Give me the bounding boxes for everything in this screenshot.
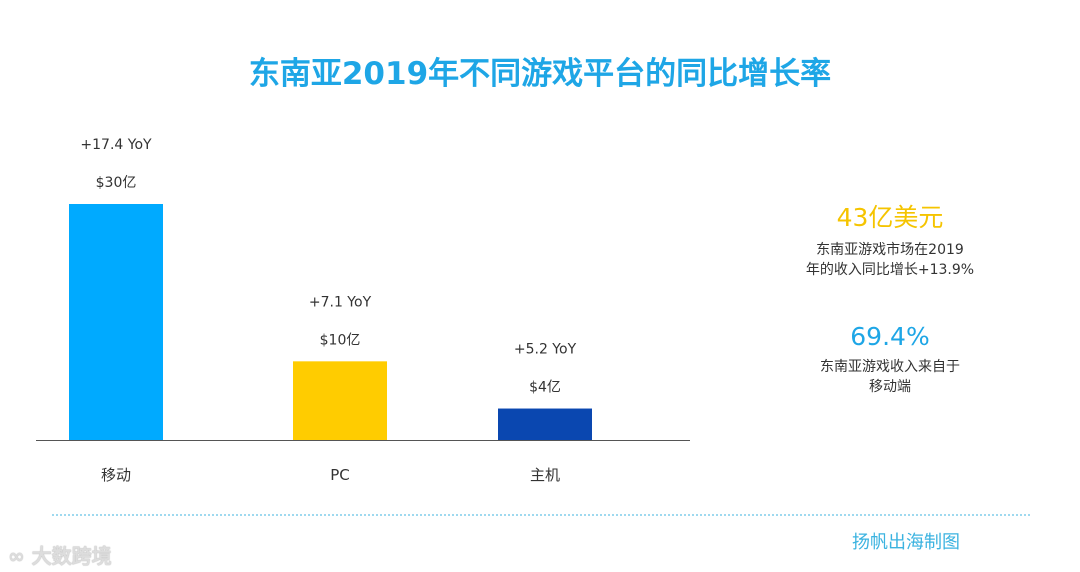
logo-text: 大数跨境 xyxy=(31,544,112,568)
stat-mobile-share-desc-2: 移动端 xyxy=(869,379,911,395)
value-label-0: $30亿 xyxy=(96,175,137,191)
stat-mobile-share: 69.4% 东南亚游戏收入来自于 移动端 xyxy=(770,322,1010,397)
divider xyxy=(52,514,1030,516)
stat-mobile-share-desc-1: 东南亚游戏收入来自于 xyxy=(820,359,960,375)
category-label-0: 移动 xyxy=(101,466,131,484)
bar-2 xyxy=(498,408,592,440)
value-label-1: $10亿 xyxy=(320,332,361,348)
yoy-label-0: +17.4 YoY xyxy=(80,137,152,153)
stat-revenue-value: 43亿美元 xyxy=(836,203,944,232)
bar-0 xyxy=(69,204,163,440)
stat-revenue: 43亿美元 东南亚游戏市场在2019 年的收入同比增长+13.9% xyxy=(770,198,1010,280)
bar-1 xyxy=(293,361,387,440)
stat-mobile-share-value: 69.4% xyxy=(850,322,930,351)
credit-text: 扬帆出海制图 xyxy=(852,532,960,553)
yoy-label-2: +5.2 YoY xyxy=(514,342,577,358)
category-label-1: PC xyxy=(330,466,350,484)
watermark-logo: ∞ 大数跨境 xyxy=(8,544,112,568)
stat-revenue-desc-1: 东南亚游戏市场在2019 xyxy=(816,242,964,258)
stat-revenue-desc-2: 年的收入同比增长+13.9% xyxy=(805,262,975,278)
chart-title: 东南亚2019年不同游戏平台的同比增长率 xyxy=(248,56,832,92)
yoy-label-1: +7.1 YoY xyxy=(309,294,372,310)
value-label-2: $4亿 xyxy=(529,380,561,396)
category-label-2: 主机 xyxy=(530,466,560,484)
